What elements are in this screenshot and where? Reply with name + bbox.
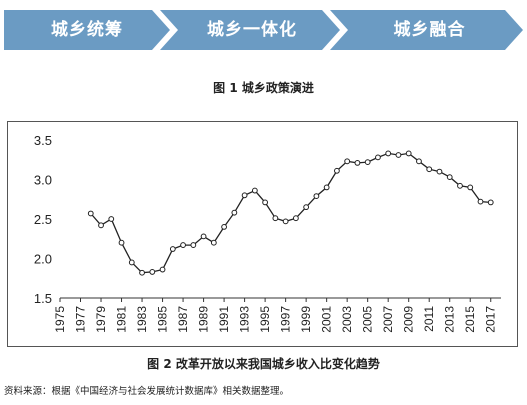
data-point	[128, 259, 135, 266]
data-point	[416, 158, 422, 165]
y-axis: 1.5 2.0 2.5 3.0 3.5	[34, 133, 52, 306]
x-tick-label: 1989	[197, 306, 211, 333]
data-point	[221, 224, 227, 230]
figure-2-caption: 图 2 改革开放以来我国城乡收入比变化趋势	[147, 357, 380, 371]
data-point	[385, 150, 392, 157]
data-point	[323, 184, 330, 191]
data-point	[190, 242, 197, 248]
step-label-3: 城乡融合	[393, 20, 466, 40]
chevron-step-1	[4, 10, 170, 50]
data-point	[477, 198, 484, 205]
data-point	[467, 184, 474, 191]
y-tick-label: 3.0	[34, 173, 52, 188]
data-point	[251, 187, 258, 194]
x-tick-label: 1985	[156, 306, 170, 333]
x-tick-label: 1993	[238, 306, 252, 333]
y-tick-label: 2.5	[34, 212, 52, 227]
x-tick-label: 1999	[299, 306, 313, 333]
chevron-step-3	[330, 10, 523, 50]
x-tick-label: 2007	[381, 306, 395, 333]
data-point	[375, 154, 381, 161]
x-tick-label: 2015	[463, 306, 477, 333]
x-tick-label: 2003	[340, 306, 354, 333]
data-point	[354, 160, 361, 166]
source-note: 资料来源：根据《中国经济与社会发展统计数据库》相关数据整理。	[4, 386, 290, 397]
x-tick-label: 2011	[422, 306, 436, 332]
data-point	[303, 204, 310, 211]
income-ratio-chart: 1.5 2.0 2.5 3.0 3.5 1975 1977 1979 1981 1983 1985…	[34, 133, 501, 333]
x-tick-label: 2017	[484, 306, 498, 333]
data-point	[364, 159, 371, 166]
chart-frame: 1.5 2.0 2.5 3.0 3.5 1975 1977 1979 1981 1983 1985…	[7, 121, 518, 347]
y-tick-label: 3.5	[34, 133, 52, 148]
data-point	[159, 266, 166, 273]
x-tick-label: 1979	[94, 306, 108, 333]
data-point	[262, 199, 269, 206]
data-point	[180, 242, 186, 248]
x-axis: 1975 1977 1979 1981 1983 1985 1987 1989 1991 1993…	[53, 297, 501, 333]
data-point	[272, 215, 279, 222]
data-point	[118, 239, 125, 246]
data-point	[169, 246, 176, 252]
x-tick-label: 2013	[443, 306, 457, 333]
x-tick-label: 2001	[320, 306, 334, 333]
data-point	[200, 233, 207, 240]
data-point	[292, 215, 299, 222]
data-point	[149, 269, 156, 275]
x-tick-label: 1981	[115, 306, 129, 333]
x-tick-label: 2009	[402, 306, 416, 333]
x-tick-label: 1987	[176, 306, 190, 333]
x-tick-label: 1983	[135, 306, 149, 333]
data-point	[108, 216, 115, 222]
x-tick-label: 2005	[361, 306, 375, 333]
data-point	[395, 152, 402, 158]
series-line	[90, 152, 491, 274]
data-point	[139, 269, 145, 276]
data-point	[87, 210, 94, 217]
data-point	[231, 209, 238, 216]
data-point	[98, 222, 104, 229]
data-point	[282, 218, 289, 225]
data-point	[313, 193, 320, 199]
data-point	[487, 199, 494, 206]
data-point	[436, 168, 443, 175]
step-label-1: 城乡统筹	[51, 20, 123, 40]
y-tick-label: 1.5	[34, 291, 52, 306]
data-point	[210, 239, 217, 246]
data-point	[405, 150, 412, 157]
chevron-step-2	[160, 10, 340, 50]
x-tick-label: 1977	[74, 306, 88, 333]
data-point	[446, 174, 453, 181]
data-point	[426, 166, 433, 173]
data-point	[334, 167, 340, 174]
step-label-2: 城乡一体化	[207, 20, 297, 40]
y-tick-label: 2.0	[34, 252, 52, 267]
x-tick-label: 1991	[217, 306, 231, 333]
policy-process-banner	[4, 10, 523, 50]
data-point	[457, 182, 463, 189]
plot-area	[87, 150, 494, 276]
data-point	[241, 192, 248, 199]
figure-1-caption: 图 1 城乡政策演进	[213, 81, 314, 95]
x-tick-label: 1997	[279, 306, 293, 333]
x-tick-label: 1995	[258, 306, 272, 333]
data-point	[344, 158, 351, 165]
x-tick-label: 1975	[53, 306, 67, 333]
